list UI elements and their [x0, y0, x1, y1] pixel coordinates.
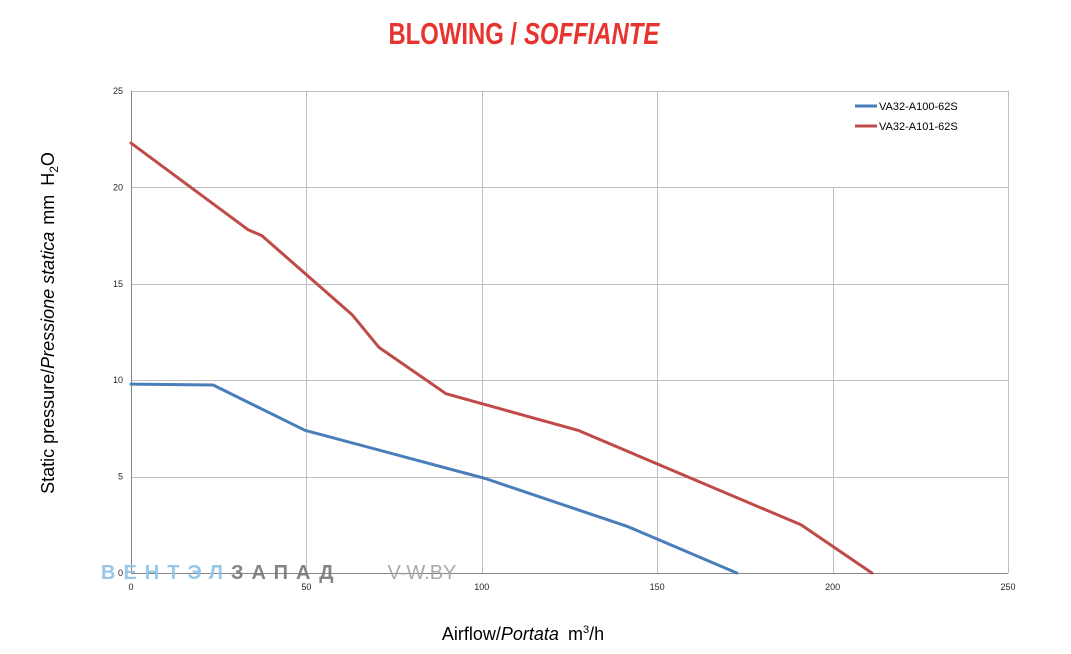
y-tick-label-15: 15 [113, 279, 123, 289]
y-axis-label-unit-sub: 2 [47, 166, 61, 173]
series-line-va32-a101-62s [129, 141, 874, 575]
chart-title: BLOWING / SOFFIANTE [274, 14, 774, 54]
axes [131, 91, 1008, 574]
x-axis-label-text: Airflow/ [441, 624, 501, 644]
watermark-part2: ЗАПАД [230, 562, 342, 584]
series-line-va32-a100-62s [129, 382, 739, 575]
x-axis-label-unit: m [567, 624, 583, 644]
x-tick-label-150: 150 [650, 582, 665, 592]
legend: VA32-A100-62S VA32-A101-62S [833, 92, 1007, 187]
y-tick-label-5: 5 [118, 472, 123, 482]
y-axis-label-italic: Pressione statica [38, 232, 58, 369]
x-axis-label: Airflow/Portata m3/h [323, 621, 723, 647]
y-axis-label-unit-suffix: O [38, 152, 58, 166]
y-axis-label-unit-base: H [38, 173, 58, 186]
legend-label-va32-a101-62s: VA32-A101-62S [879, 121, 958, 133]
gridlines [131, 91, 1009, 573]
x-tick-label-100: 100 [474, 582, 489, 592]
watermark: ВЕНТЭЛЗАПАД V-W.BY [101, 560, 481, 586]
series-lines [129, 141, 874, 575]
x-tick-label-50: 50 [301, 582, 311, 592]
y-tick-label-0: 0 [118, 568, 123, 578]
chart-title-italic: SOFFIANTE [524, 16, 660, 51]
x-tick-label-250: 250 [1000, 582, 1015, 592]
y-axis-label: Static pressure/Pressione statica mm H2O [38, 152, 61, 494]
x-tick-label-200: 200 [825, 582, 840, 592]
chart-title-text: BLOWING / [388, 16, 518, 51]
y-axis-label-unit: mm [38, 195, 58, 225]
x-axis-label-unit-suffix: /h [589, 624, 605, 644]
watermark-site: V-W.BY [387, 562, 457, 584]
chart-title-inner: BLOWING / SOFFIANTE [389, 14, 660, 54]
legend-background [833, 92, 1007, 187]
y-axis-label-text: Static pressure/ [38, 369, 58, 494]
x-tick-label-0: 0 [128, 582, 133, 592]
y-tick-label-10: 10 [113, 375, 123, 385]
watermark-part1: ВЕНТЭЛ [101, 562, 231, 584]
x-axis-label-italic: Portata [500, 624, 559, 644]
y-tick-label-20: 20 [113, 182, 123, 192]
x-axis-label-unit-sup: 3 [582, 624, 590, 636]
y-tick-label-25: 25 [113, 86, 123, 96]
legend-label-va32-a100-62s: VA32-A100-62S [879, 101, 958, 113]
